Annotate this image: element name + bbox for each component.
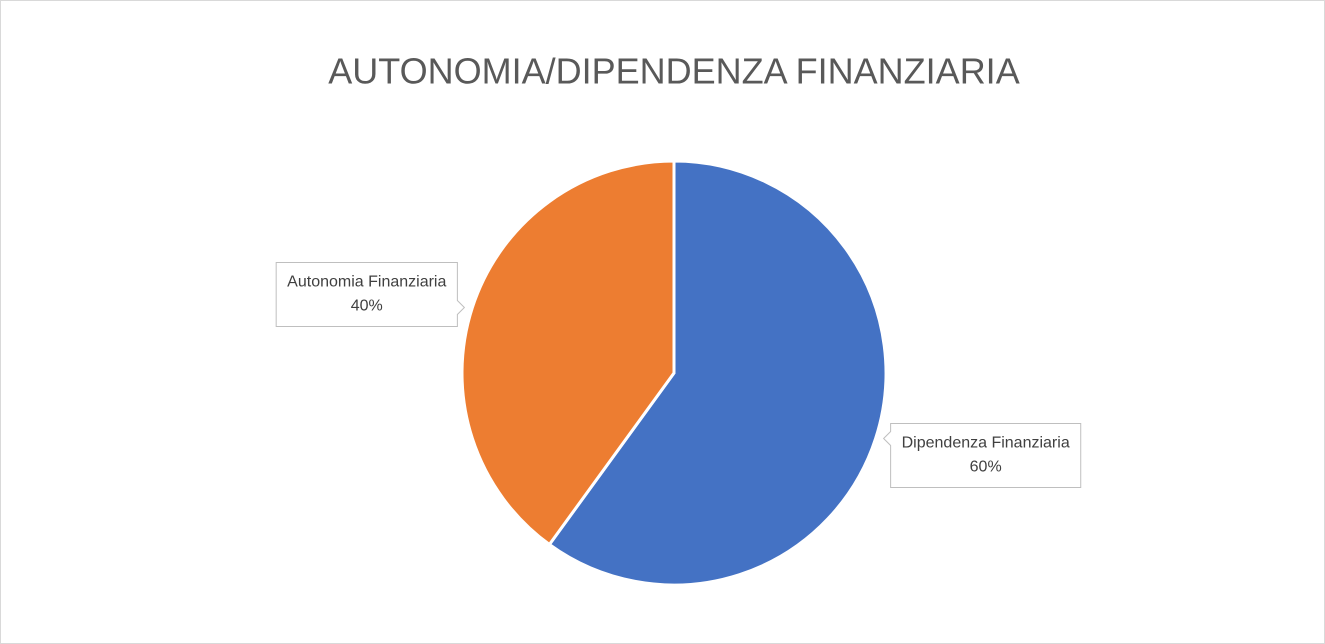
data-label-box <box>275 261 466 327</box>
data-label-value: 60% <box>970 459 1002 476</box>
chart-title: AUTONOMIA/DIPENDENZA FINANZIARIA <box>328 51 1019 92</box>
data-label-name: Autonomia Finanziaria <box>287 274 446 291</box>
data-label-name: Dipendenza Finanziaria <box>902 435 1070 452</box>
pie-slice <box>547 159 888 587</box>
data-label: Autonomia Finanziaria 40% <box>275 261 466 327</box>
data-label-value: 40% <box>351 298 383 315</box>
data-label: Dipendenza Finanziaria 60% <box>882 423 1082 489</box>
data-label-box <box>882 423 1082 489</box>
pie-slice <box>460 159 676 547</box>
